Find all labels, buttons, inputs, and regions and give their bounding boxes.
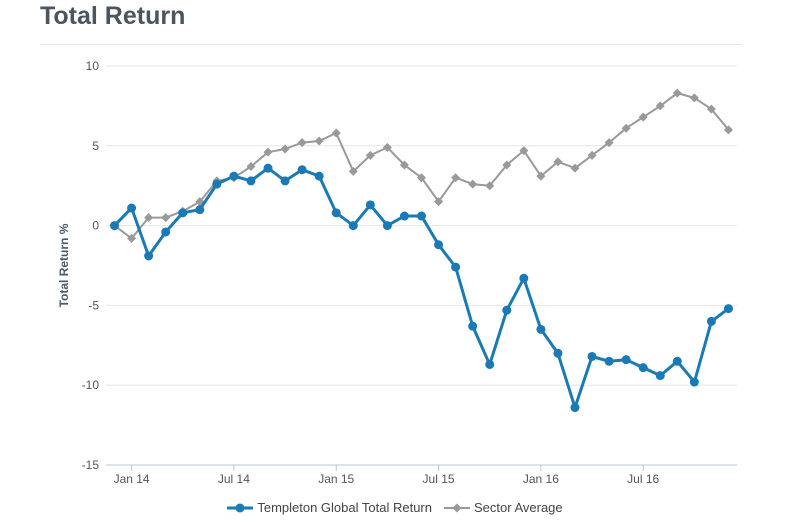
data-point — [519, 273, 529, 283]
data-point — [314, 171, 324, 181]
title-divider — [40, 44, 742, 45]
data-point — [451, 173, 461, 183]
data-point — [706, 316, 716, 326]
data-point — [621, 355, 631, 365]
x-tick-label: Jan 14 — [114, 472, 150, 486]
data-point — [502, 305, 512, 315]
data-point — [485, 181, 495, 191]
data-point — [468, 179, 478, 189]
data-point — [348, 166, 358, 176]
legend-label: Sector Average — [473, 500, 563, 515]
data-point — [417, 173, 426, 183]
data-point — [689, 377, 699, 387]
data-point — [451, 262, 461, 272]
legend-swatch — [227, 503, 254, 512]
data-point — [178, 208, 188, 218]
data-point — [536, 324, 546, 334]
data-point — [110, 221, 120, 231]
data-point — [536, 171, 546, 181]
y-tick-label: -5 — [88, 298, 99, 312]
axes: -15 -10 -5 0 5 10 Jan 14 Jul 14 Jan 15 Jul 15 Jan … — [57, 59, 737, 486]
data-point — [161, 213, 171, 223]
data-point — [485, 359, 495, 369]
y-tick-label: 10 — [86, 59, 100, 73]
data-point — [314, 136, 324, 146]
x-tick-label: Jul 15 — [423, 472, 455, 486]
data-point — [246, 162, 256, 172]
data-point — [144, 251, 154, 261]
chart-legend: Templeton Global Total Return Sector Aver… — [0, 500, 790, 518]
data-point — [365, 150, 375, 160]
data-point — [417, 211, 426, 221]
line-chart: -15 -10 -5 0 5 10 Jan 14 Jul 14 Jan 15 Jul 15 Jan … — [57, 59, 737, 486]
data-point — [519, 146, 529, 156]
data-point — [331, 128, 341, 138]
x-tick-label: Jul 16 — [627, 472, 659, 486]
data-point — [502, 160, 512, 170]
grid-lines — [106, 65, 737, 386]
data-point — [263, 163, 273, 173]
y-tick-label: -15 — [82, 458, 100, 472]
data-point — [604, 356, 614, 366]
data-point — [587, 150, 597, 160]
data-point — [280, 144, 290, 154]
data-point — [621, 123, 631, 133]
data-point — [638, 363, 648, 373]
legend-label: Templeton Global Total Return — [257, 500, 432, 515]
data-point — [434, 197, 444, 207]
data-point — [638, 112, 648, 122]
data-point — [689, 93, 699, 103]
data-point — [195, 205, 205, 215]
data-point — [706, 104, 716, 114]
data-point — [570, 403, 580, 413]
data-point — [604, 138, 614, 148]
y-tick-label: 0 — [92, 219, 99, 233]
data-point — [297, 138, 307, 148]
data-point — [382, 221, 392, 231]
data-point — [672, 356, 682, 366]
x-tick-label: Jul 14 — [218, 472, 250, 486]
legend-marker — [452, 503, 462, 512]
x-tick-label: Jan 16 — [523, 472, 559, 486]
data-point — [723, 125, 733, 135]
y-tick-label: -10 — [82, 378, 100, 392]
data-point — [655, 371, 665, 381]
data-point — [399, 211, 409, 221]
data-point — [672, 88, 682, 98]
data-point — [587, 351, 597, 361]
data-point — [399, 160, 409, 170]
data-point — [144, 213, 154, 223]
x-tick-label: Jan 15 — [318, 472, 354, 486]
data-point — [127, 203, 137, 213]
data-point — [655, 101, 665, 111]
legend-marker — [235, 503, 245, 512]
legend-item[interactable]: Templeton Global Total Return — [227, 500, 432, 515]
data-point — [331, 208, 341, 218]
y-axis-label: Total Return % — [57, 223, 71, 307]
series-line — [113, 166, 730, 409]
legend-item[interactable]: Sector Average — [443, 500, 563, 515]
data-point — [553, 348, 563, 358]
data-point — [723, 304, 733, 314]
data-point — [263, 147, 273, 157]
data-point — [365, 200, 375, 210]
data-point — [348, 221, 358, 231]
data-point — [297, 165, 307, 175]
legend-swatch — [443, 503, 470, 512]
series-lines — [110, 88, 733, 413]
data-point — [212, 179, 222, 189]
data-point — [229, 171, 239, 181]
page-title: Total Return — [40, 2, 186, 30]
data-point — [553, 157, 563, 167]
data-point — [161, 227, 171, 237]
data-point — [246, 176, 256, 186]
data-point — [434, 240, 444, 250]
data-point — [468, 321, 478, 331]
y-tick-label: 5 — [92, 139, 99, 153]
data-point — [127, 233, 137, 243]
data-point — [570, 163, 580, 173]
data-point — [382, 142, 392, 152]
data-point — [280, 176, 290, 186]
